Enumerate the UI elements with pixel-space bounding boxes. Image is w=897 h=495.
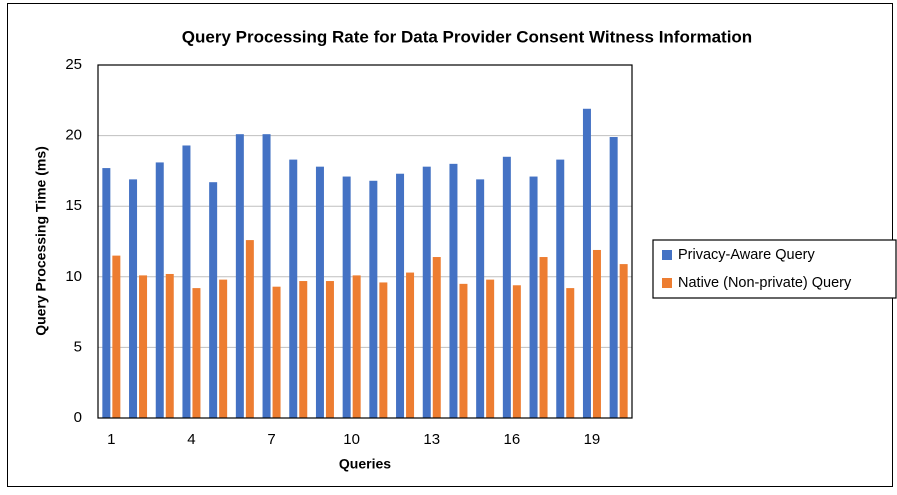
y-tick-label: 5: [74, 338, 82, 355]
bar: [192, 288, 201, 418]
chart-title: Query Processing Rate for Data Provider …: [182, 27, 752, 46]
bar: [369, 180, 378, 418]
bar: [315, 166, 324, 418]
bar: [342, 176, 351, 418]
y-axis-label: Query Processing Time (ms): [33, 146, 49, 336]
bar: [299, 281, 308, 418]
bar: [379, 282, 388, 418]
x-tick-label: 13: [423, 431, 440, 448]
y-tick-label: 25: [65, 56, 82, 73]
bar: [432, 257, 441, 418]
legend-label: Privacy-Aware Query: [678, 247, 815, 263]
bar: [422, 166, 431, 418]
bar: [155, 162, 164, 418]
bar: [459, 283, 468, 418]
bar: [582, 108, 591, 418]
bar: [102, 168, 111, 418]
bar: [112, 255, 121, 418]
bar: [556, 159, 565, 418]
bar: [235, 134, 244, 419]
bar: [289, 159, 298, 418]
bar: [325, 281, 334, 418]
x-tick-label: 10: [343, 431, 360, 448]
bar: [502, 156, 511, 418]
bar: [209, 182, 218, 418]
y-tick-label: 10: [65, 268, 82, 285]
x-tick-label: 19: [584, 431, 601, 448]
bar: [165, 273, 174, 418]
bar: [486, 279, 495, 418]
plot-border: [97, 64, 633, 419]
bar: [449, 163, 458, 418]
legend-box: [652, 239, 897, 299]
bar: [352, 275, 361, 418]
bar: [592, 249, 601, 418]
bar: [512, 285, 521, 418]
bar: [406, 272, 415, 418]
x-tick-label: 4: [187, 431, 195, 448]
y-tick-label: 0: [74, 409, 82, 426]
bar: [396, 173, 405, 418]
bar: [529, 176, 538, 418]
x-tick-label: 16: [504, 431, 521, 448]
bar: [219, 279, 228, 418]
x-tick-label: 7: [267, 431, 275, 448]
bar: [539, 257, 548, 418]
bar: [476, 179, 485, 418]
bar: [272, 286, 281, 418]
y-tick-label: 15: [65, 197, 82, 214]
legend-label: Native (Non-private) Query: [678, 275, 852, 291]
bar: [139, 275, 148, 418]
legend-swatch: [662, 250, 672, 260]
bar: [619, 264, 628, 418]
bar: [262, 134, 271, 419]
bar: [245, 240, 254, 418]
bar: [609, 137, 618, 418]
bar: [129, 179, 138, 418]
bar: [566, 288, 575, 418]
y-tick-label: 20: [65, 127, 82, 144]
bar: [182, 145, 191, 418]
legend-swatch: [662, 278, 672, 288]
x-axis-label: Queries: [339, 456, 391, 472]
x-tick-label: 1: [107, 431, 115, 448]
